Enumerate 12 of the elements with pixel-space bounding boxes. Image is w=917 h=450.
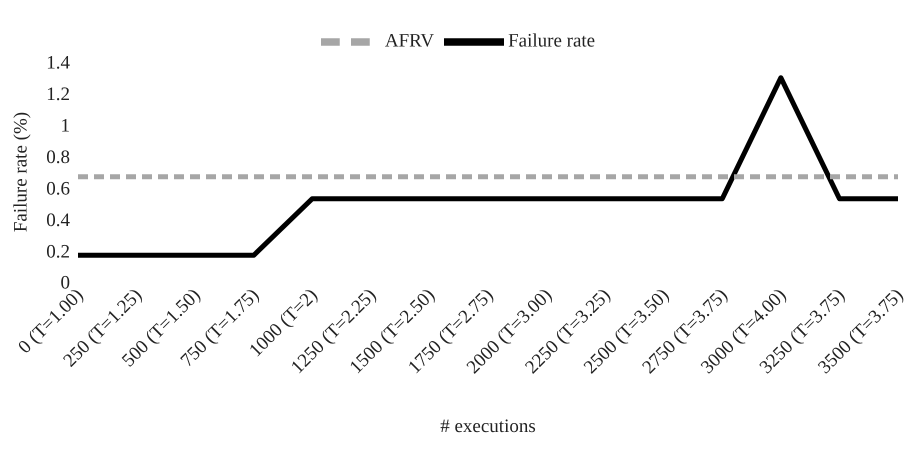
y-tick-label: 1.2	[46, 84, 70, 106]
y-tick-label: 1	[60, 116, 70, 137]
legend-label: Failure rate	[508, 30, 596, 52]
y-tick-label: 0.6	[46, 178, 70, 200]
y-tick-label: 1.4	[46, 52, 70, 74]
y-tick-label: 0.2	[46, 241, 70, 262]
x-axis-title: # executions	[440, 416, 536, 437]
y-tick-label: 0.4	[46, 210, 70, 231]
y-tick-label: 0	[60, 272, 70, 294]
y-axis-title: Failure rate (%)	[10, 112, 32, 232]
legend-label: AFRV	[384, 30, 434, 52]
y-tick-label: 0.8	[46, 147, 70, 168]
